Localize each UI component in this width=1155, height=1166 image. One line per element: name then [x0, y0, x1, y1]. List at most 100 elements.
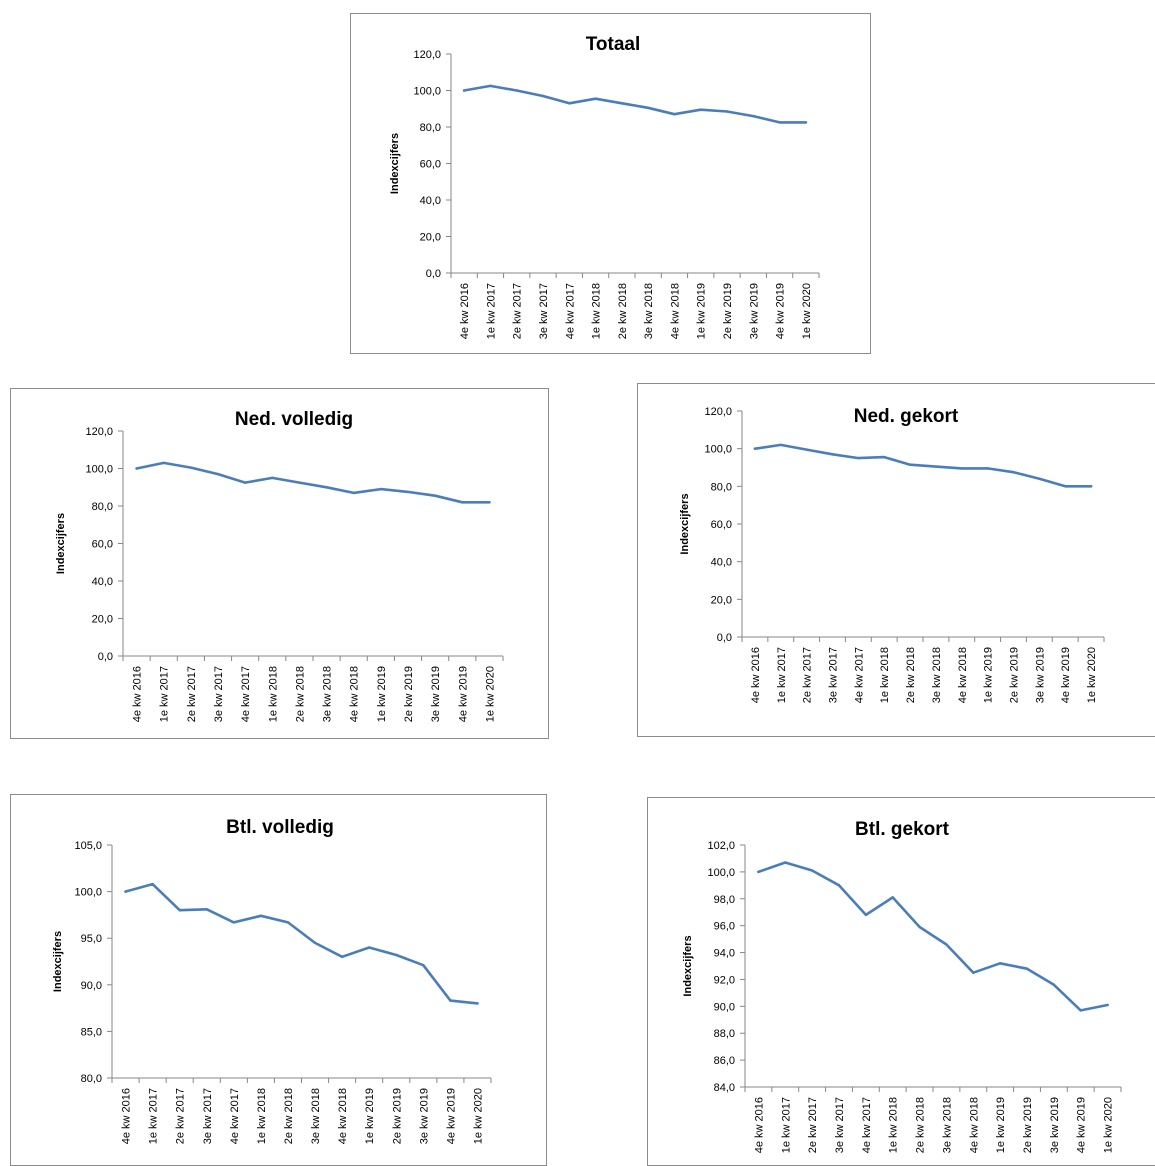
y-tick-label: 95,0 [81, 933, 102, 945]
data-point [1012, 471, 1015, 474]
data-point [476, 1002, 479, 1005]
chart-svg: Ned. gekort Indexcijfers 0,0 20,0 40,0 60,0 80… [679, 406, 1105, 703]
data-point [243, 481, 247, 484]
x-tick-label: 4e kw 2018 [349, 666, 361, 722]
y-tick-label: 60,0 [420, 159, 441, 171]
chart-title: Ned. gekort [854, 406, 959, 427]
x-tick-label: 2e kw 2018 [283, 1088, 295, 1144]
data-point [515, 89, 518, 92]
x-tick-label: 1e kw 2020 [1086, 647, 1098, 703]
x-tick-label: 4e kw 2017 [853, 647, 865, 703]
y-tick-label: 96,0 [714, 921, 735, 933]
chart-svg: Btl. volledig Indexcijfers 80,0 85,0 90,0 95,… [52, 817, 492, 1144]
x-tick-label: 4e kw 2017 [240, 666, 252, 722]
x-tick-label: 2e kw 2017 [802, 647, 814, 703]
x-tick-label: 1e kw 2019 [983, 647, 995, 703]
data-point [908, 463, 912, 466]
data-point [1106, 1003, 1109, 1007]
x-tick-label: 2e kw 2019 [403, 666, 415, 722]
x-tick-label: 3e kw 2017 [213, 666, 225, 722]
x-tick-label: 1e kw 2017 [776, 647, 788, 703]
x-tick-label: 1e kw 2020 [472, 1088, 484, 1144]
x-tick-label: 2e kw 2017 [175, 1088, 187, 1144]
data-point [784, 861, 787, 864]
y-axis-label: Indexcijfers [682, 935, 694, 996]
x-tick-label: 1e kw 2017 [485, 283, 497, 339]
x-tick-label: 1e kw 2018 [267, 666, 279, 722]
data-point [462, 89, 466, 92]
data-point [151, 882, 154, 886]
data-point [857, 456, 860, 460]
data-point [998, 962, 1002, 965]
x-tick-label: 2e kw 2018 [294, 666, 306, 722]
data-point [594, 97, 597, 100]
series-line-ned-volledig [135, 461, 491, 504]
x-tick-label: 2e kw 2017 [186, 666, 198, 722]
y-tick-label: 88,0 [714, 1028, 735, 1040]
x-tick-label: 3e kw 2018 [643, 283, 655, 339]
data-point [541, 94, 545, 98]
x-tick-label: 1e kw 2018 [879, 647, 891, 703]
data-point [568, 102, 571, 105]
x-tick-label: 4e kw 2016 [459, 283, 471, 339]
data-point [352, 491, 355, 495]
x-tick-label: 3e kw 2019 [418, 1088, 430, 1144]
chart-title: Totaal [586, 34, 641, 55]
data-point [259, 914, 263, 918]
x-tick-label: 3e kw 2018 [310, 1088, 322, 1144]
data-point [864, 913, 868, 917]
data-point [298, 481, 301, 484]
x-tick-label: 3e kw 2017 [202, 1088, 214, 1144]
chart-svg: Ned. volledig Indexcijfers 0,0 20,0 40,0 60,0… [55, 409, 504, 722]
chart-totaal: Totaal Indexcijfers 0,0 20,0 40,0 60,0 80,0 100… [350, 13, 871, 354]
data-point [379, 487, 383, 491]
x-tick-label: 2e kw 2018 [915, 1097, 927, 1153]
data-point [837, 884, 841, 887]
data-point [135, 467, 138, 470]
data-point [699, 108, 702, 111]
data-point [325, 486, 328, 489]
x-tick-label: 2e kw 2019 [1022, 1097, 1034, 1153]
x-tick-label: 3e kw 2019 [748, 283, 760, 339]
y-tick-label: 40,0 [420, 195, 441, 207]
data-point [1079, 1009, 1082, 1012]
data-point [945, 943, 948, 946]
x-tick-label: 3e kw 2019 [1034, 647, 1046, 703]
y-tick-label: 86,0 [714, 1055, 735, 1067]
series-line-btl-volledig [124, 882, 479, 1005]
data-point [1025, 967, 1029, 970]
y-tick-label: 80,0 [420, 122, 441, 134]
y-tick-label: 98,0 [714, 894, 735, 906]
chart-btl-gekort: Btl. gekort Indexcijfers 84,0 86,0 88,0 90,0 9… [647, 797, 1155, 1166]
x-tick-label: 4e kw 2018 [669, 283, 681, 339]
data-point [779, 443, 782, 447]
x-tick-label: 4e kw 2019 [775, 283, 787, 339]
x-tick-label: 4e kw 2018 [337, 1088, 349, 1144]
data-point [810, 869, 814, 872]
data-point [753, 447, 757, 450]
x-tick-label: 4e kw 2017 [861, 1097, 873, 1153]
x-tick-label: 3e kw 2019 [1049, 1097, 1061, 1153]
x-tick-label: 1e kw 2017 [159, 666, 171, 722]
data-point [725, 110, 729, 113]
x-tick-label: 4e kw 2019 [445, 1088, 457, 1144]
data-point [986, 467, 989, 470]
y-tick-label: 0,0 [98, 651, 113, 663]
data-point [232, 921, 236, 924]
x-tick-label: 4e kw 2019 [1060, 647, 1072, 703]
x-tick-label: 4e kw 2018 [968, 1097, 980, 1153]
x-tick-label: 3e kw 2019 [430, 666, 442, 722]
y-tick-label: 60,0 [92, 539, 113, 551]
x-tick-label: 4e kw 2017 [229, 1088, 241, 1144]
y-tick-label: 120,0 [413, 49, 441, 61]
data-point [960, 467, 963, 470]
x-tick-label: 4e kw 2019 [457, 666, 469, 722]
x-tick-label: 1e kw 2019 [376, 666, 388, 722]
x-tick-label: 4e kw 2016 [753, 1097, 765, 1153]
data-point [189, 466, 193, 469]
y-tick-label: 80,0 [711, 481, 732, 493]
data-point [286, 921, 290, 924]
y-tick-label: 100,0 [413, 86, 441, 98]
data-point [449, 999, 452, 1002]
data-point [313, 941, 317, 945]
